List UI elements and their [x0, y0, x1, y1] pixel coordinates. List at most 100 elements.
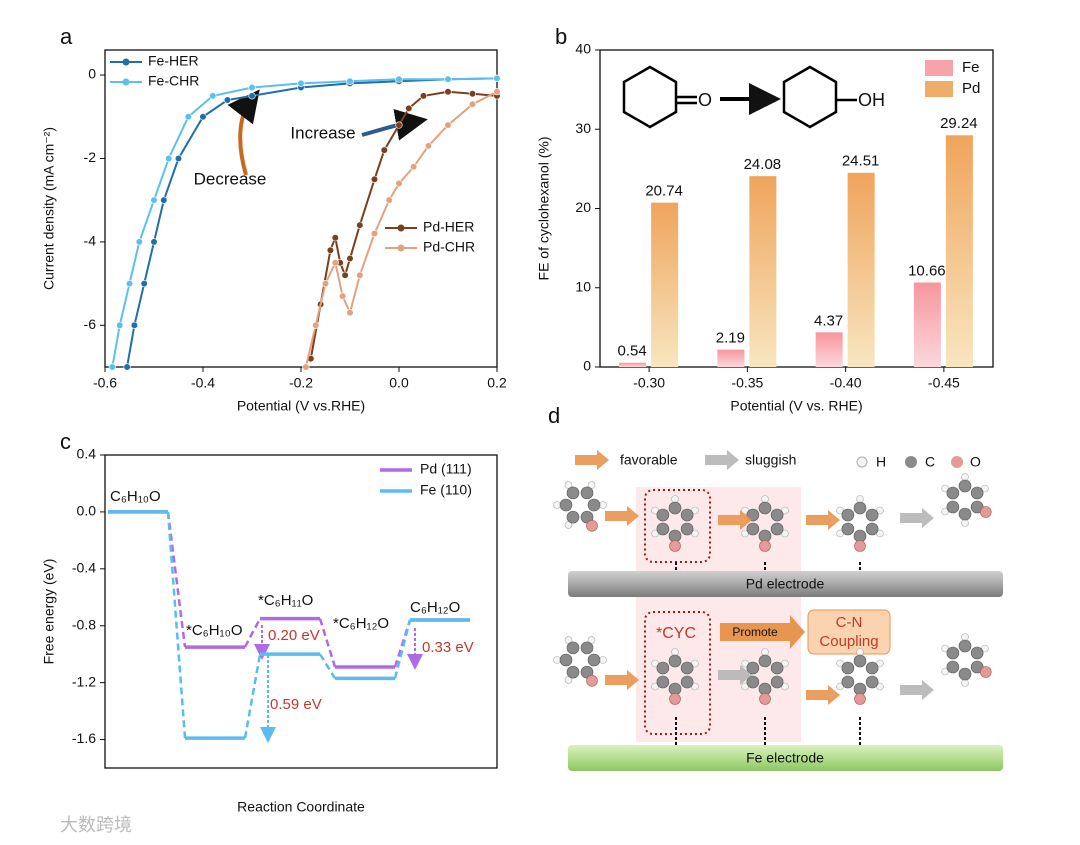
- atom-label: H: [876, 454, 886, 470]
- arrow: [361, 109, 428, 141]
- series: [302, 88, 501, 371]
- line: [126, 77, 497, 367]
- carbon: [680, 661, 694, 675]
- marker: [419, 92, 428, 100]
- carbon: [958, 507, 972, 521]
- marker: [370, 175, 379, 183]
- carbon: [668, 501, 682, 515]
- arrow: [705, 450, 739, 470]
- series: [108, 74, 501, 371]
- marker: [140, 279, 148, 288]
- legend-text: favorable: [620, 452, 678, 468]
- panel-letter: a: [60, 24, 73, 49]
- promote-arrow: [720, 615, 805, 649]
- marker: [248, 92, 256, 100]
- carbon: [566, 510, 580, 524]
- scheme-label: OH: [858, 90, 885, 110]
- bar: [651, 202, 679, 367]
- watermark: 大数跨境: [60, 815, 132, 835]
- legend-marker: [122, 78, 130, 86]
- annotation: 0.59 eV: [270, 696, 322, 713]
- marker: [405, 104, 413, 112]
- hydrogen: [961, 633, 969, 641]
- marker: [302, 363, 310, 371]
- carbon: [946, 646, 960, 660]
- marker: [346, 309, 354, 317]
- carbon: [680, 675, 694, 689]
- carbon: [865, 675, 879, 689]
- y-tick-label: -1.2: [72, 673, 96, 689]
- y-tick-label: 0: [583, 358, 591, 374]
- marker: [135, 238, 143, 246]
- y-tick-label: 0: [88, 66, 96, 82]
- y-tick-label: -2: [84, 149, 97, 165]
- marker: [468, 90, 477, 98]
- carbon: [946, 486, 960, 500]
- legend-atom: [856, 456, 868, 468]
- value-label: 2.19: [716, 330, 745, 347]
- legend-marker: [397, 244, 405, 252]
- marker: [150, 238, 158, 246]
- marker: [444, 75, 452, 83]
- legend-marker: [397, 224, 405, 232]
- molecules: [553, 450, 992, 745]
- y-tick-label: 40: [575, 41, 591, 57]
- value-label: 10.66: [908, 262, 946, 279]
- state-label: C₆H₁₀O: [110, 488, 161, 505]
- line: [111, 77, 497, 367]
- legend-label: Pd: [962, 80, 980, 97]
- carbon: [580, 486, 594, 500]
- oxygen: [854, 540, 866, 552]
- value-label: 24.51: [842, 153, 880, 170]
- marker: [116, 321, 124, 329]
- x-tick-label: -0.4: [191, 375, 215, 391]
- oxygen: [854, 693, 866, 705]
- marker: [199, 113, 207, 121]
- hydrogen: [553, 656, 561, 664]
- y-tick-label: 0.0: [77, 503, 97, 519]
- y-tick-label: 20: [575, 199, 591, 215]
- legend-swatch: [925, 60, 953, 76]
- arrow: [806, 510, 840, 530]
- connector: [393, 619, 412, 679]
- legend-label: Pd-CHR: [423, 239, 475, 255]
- carbon: [865, 522, 879, 536]
- oxygen: [759, 693, 771, 705]
- marker: [444, 88, 452, 96]
- y-axis-label: Free energy (eV): [41, 559, 57, 665]
- y-axis-label: FE of cyclohexanol (%): [536, 137, 552, 281]
- marker: [331, 234, 339, 242]
- annotation: Increase: [290, 123, 355, 142]
- carbon: [946, 500, 960, 514]
- marker: [395, 75, 403, 83]
- y-axis-label: Current density (mA cm⁻²): [41, 127, 57, 290]
- carbon: [958, 479, 972, 493]
- oxygen: [979, 506, 992, 518]
- marker: [297, 79, 305, 87]
- legend-label: Fe (110): [420, 482, 472, 498]
- panel-letter: d: [548, 403, 560, 428]
- marker: [125, 279, 134, 288]
- legend-label: Pd-HER: [423, 219, 474, 235]
- marker: [248, 83, 256, 92]
- connector: [318, 618, 337, 668]
- arrow: [575, 450, 609, 470]
- carbon: [566, 665, 580, 679]
- electrode-label: Fe electrode: [746, 750, 824, 766]
- carbon: [656, 508, 670, 522]
- marker: [356, 271, 364, 279]
- x-tick-label: -0.45: [928, 375, 960, 391]
- marker: [424, 142, 433, 150]
- oxygen: [669, 540, 681, 552]
- legend-swatch: [925, 81, 953, 97]
- x-tick-label: -0.35: [731, 375, 763, 391]
- carbon: [580, 641, 594, 655]
- panel-letter: b: [555, 24, 567, 49]
- marker: [160, 196, 168, 204]
- carbon: [770, 522, 784, 536]
- carbon: [746, 522, 760, 536]
- marker: [108, 363, 116, 371]
- state-label: *C₆H₁₂O: [333, 615, 389, 632]
- hydrogen: [761, 648, 769, 656]
